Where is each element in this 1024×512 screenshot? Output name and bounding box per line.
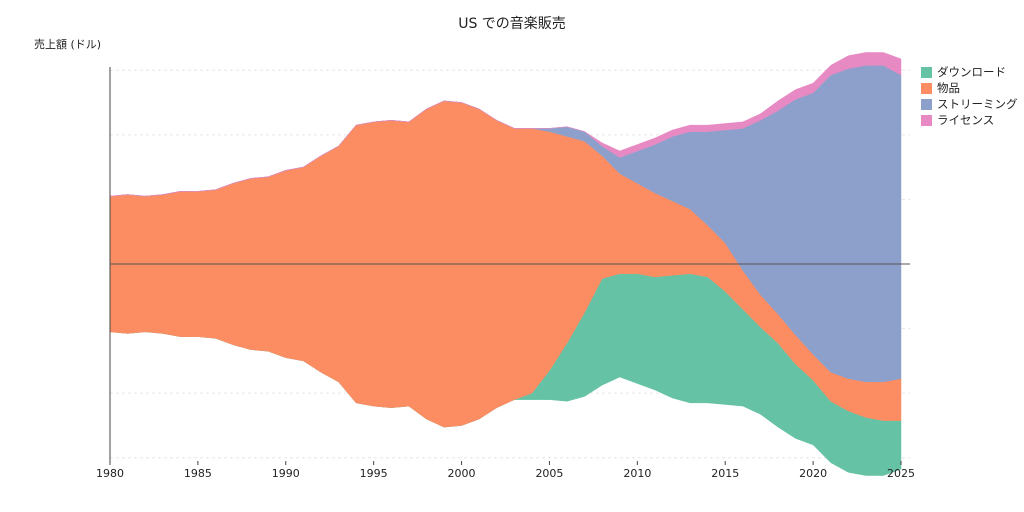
legend-item: ダウンロード bbox=[921, 64, 1018, 80]
legend-item: 物品 bbox=[921, 80, 1018, 96]
axes bbox=[109, 67, 910, 461]
chart-title: US での音楽販売 bbox=[458, 16, 566, 32]
x-tick-label: 2010 bbox=[623, 467, 651, 480]
legend-label: ストリーミング bbox=[937, 97, 1018, 111]
legend-swatch bbox=[921, 82, 932, 94]
x-tick-label: 2015 bbox=[711, 467, 739, 480]
x-ticks: 1980 1985 1990 1995 2000 2005 2010 2015 2020 2025 bbox=[96, 461, 915, 480]
x-tick-label: 2000 bbox=[448, 467, 476, 480]
legend-label: ダウンロード bbox=[937, 65, 1006, 79]
legend-label: 物品 bbox=[937, 81, 960, 95]
legend-item: ライセンス bbox=[921, 112, 1018, 128]
x-tick-label: 1995 bbox=[360, 467, 388, 480]
area-series-3 bbox=[109, 52, 902, 197]
y-axis-label: 売上額 (ドル) bbox=[34, 38, 102, 51]
x-tick-label: 1985 bbox=[184, 467, 212, 480]
x-tick-label: 1990 bbox=[272, 467, 300, 480]
x-tick-label: 2020 bbox=[799, 467, 827, 480]
legend-label: ライセンス bbox=[937, 113, 995, 127]
legend: ダウンロード 物品ストリーミング ライセンス bbox=[921, 64, 1018, 128]
x-tick-label: 2005 bbox=[535, 467, 563, 480]
legend-swatch bbox=[921, 66, 932, 78]
legend-item: ストリーミング bbox=[921, 96, 1018, 112]
legend-swatch bbox=[921, 98, 932, 110]
legend-swatch bbox=[921, 114, 932, 126]
x-tick-label: 2025 bbox=[887, 467, 915, 480]
x-tick-label: 1980 bbox=[96, 467, 124, 480]
